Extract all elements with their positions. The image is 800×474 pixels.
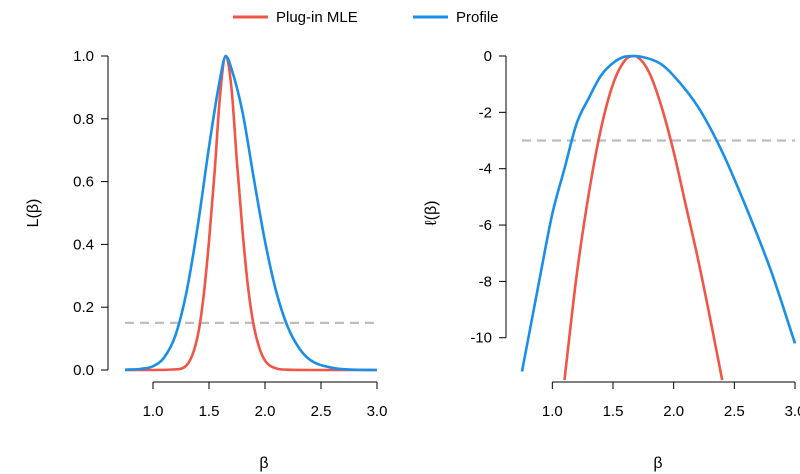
y-tick-label: 0.4 <box>73 236 94 253</box>
y-tick-label: -2 <box>479 104 492 121</box>
series-line-profile <box>522 56 795 372</box>
x-tick-label: 2.5 <box>724 403 745 420</box>
log-likelihood-panel: ℓ(β) β 0 -2 -4 -6 -8 -10 1.0 1.5 2.0 2.5 3.0 <box>423 48 800 472</box>
x-axis-title-likelihood: β <box>259 455 268 472</box>
legend-label-profile: Profile <box>456 9 499 26</box>
x-tick-label: 1.0 <box>542 403 563 420</box>
y-tick-label: 0.2 <box>73 299 94 316</box>
y-tick-label: 0.0 <box>73 362 94 379</box>
x-tick-label: 3.0 <box>785 403 800 420</box>
x-tick-label: 1.5 <box>603 403 624 420</box>
y-axis-title-log-likelihood: ℓ(β) <box>423 200 440 225</box>
x-tick-label: 1.5 <box>199 403 220 420</box>
legend: Plug-in MLE Profile <box>233 9 499 26</box>
y-tick-label: -6 <box>479 217 492 234</box>
y-tick-label: -10 <box>470 330 492 347</box>
legend-label-plug-in-mle: Plug-in MLE <box>276 9 358 26</box>
y-axis-title-likelihood: L(β) <box>25 199 42 228</box>
x-tick-label: 2.0 <box>255 403 276 420</box>
x-tick-label: 2.0 <box>663 403 684 420</box>
x-tick-label: 2.5 <box>311 403 332 420</box>
series-line-plug-in-mle <box>564 56 722 380</box>
x-axis-title-log-likelihood: β <box>653 455 662 472</box>
y-tick-label: 0 <box>484 48 492 65</box>
y-tick-label: -4 <box>479 161 492 178</box>
y-tick-label: -8 <box>479 273 492 290</box>
likelihood-panel: L(β) β 0.0 0.2 0.4 0.6 0.8 1.0 1.0 1.5 2.0 2.5 3.0 <box>25 48 387 472</box>
y-tick-label: 0.6 <box>73 174 94 191</box>
x-tick-label: 3.0 <box>367 403 388 420</box>
y-tick-label: 0.8 <box>73 111 94 128</box>
x-tick-label: 1.0 <box>143 403 164 420</box>
y-tick-label: 1.0 <box>73 48 94 65</box>
